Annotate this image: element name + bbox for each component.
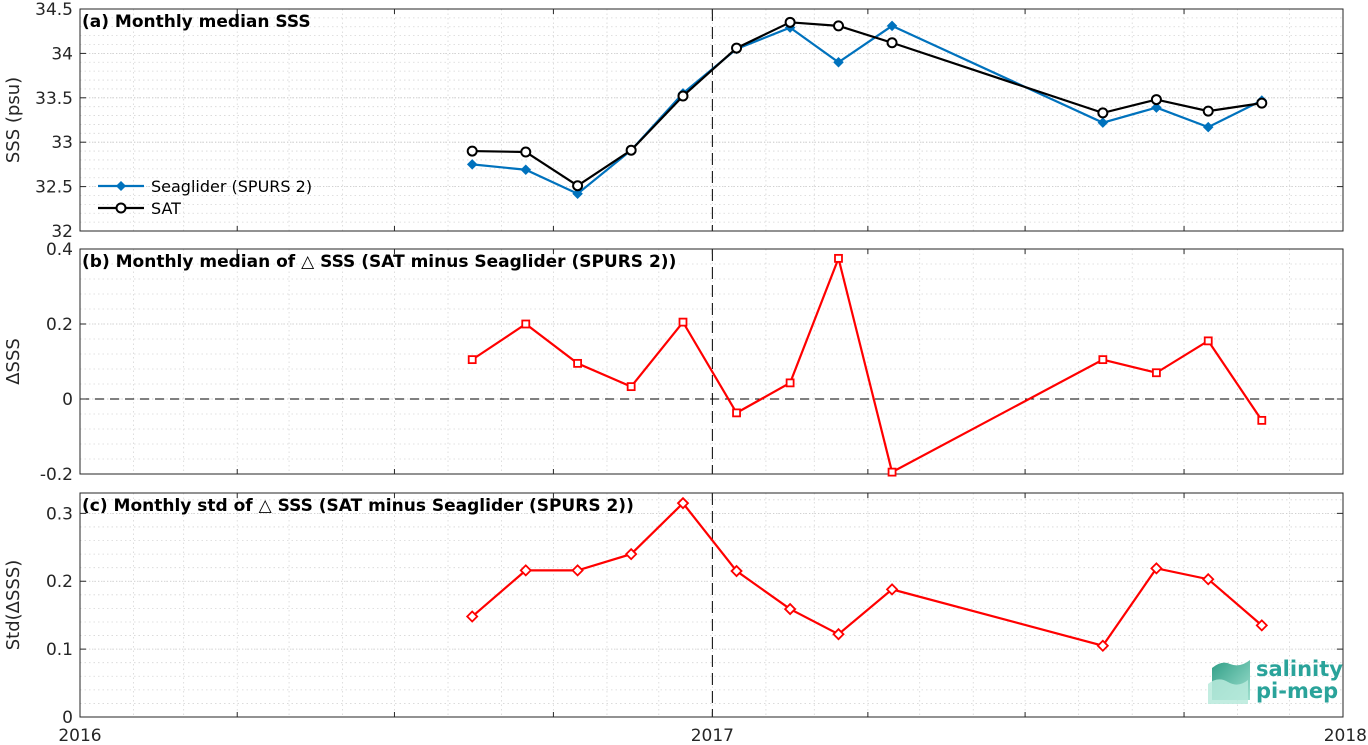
data-point	[677, 90, 689, 102]
data-point	[519, 564, 533, 577]
data-point	[676, 496, 690, 510]
ytick-label: 33.5	[35, 89, 73, 109]
ytick-label: 0.3	[46, 504, 73, 524]
data-point	[572, 188, 583, 199]
ytick-label: 0.2	[46, 315, 73, 335]
data-point	[678, 317, 688, 327]
legend-entry: SAT	[151, 199, 181, 218]
data-point	[1150, 562, 1163, 575]
data-point	[467, 355, 477, 365]
data-point	[1201, 572, 1215, 586]
ytick-label: 0	[62, 390, 73, 410]
data-point	[571, 564, 584, 577]
panel-title: (b) Monthly median of △ SSS (SAT minus S…	[82, 252, 676, 272]
data-point	[624, 547, 638, 561]
ytick-label: 34.5	[35, 0, 73, 20]
y-axis-label: Std(ΔSSS)	[3, 560, 24, 651]
ytick-label: 32	[51, 222, 73, 242]
data-point	[521, 319, 531, 329]
data-point	[1097, 107, 1109, 119]
data-point	[886, 37, 898, 49]
panel-b: -0.2 0 0.2 0.4 ΔSSS (b) Monthly median of △ S…	[3, 240, 1344, 485]
logo-wave-front-icon	[1208, 679, 1248, 704]
y-axis-label: ΔSSS	[3, 338, 24, 385]
data-point	[887, 467, 897, 477]
data-point	[1150, 94, 1162, 106]
data-point	[1151, 102, 1162, 113]
legend: Seaglider (SPURS 2) SAT	[98, 177, 312, 218]
axes-frame	[79, 248, 1344, 475]
y-axis-label: SSS (psu)	[3, 77, 24, 163]
data-point	[1256, 97, 1268, 109]
ytick-label: 33	[51, 133, 73, 153]
data-point	[1096, 639, 1110, 652]
ytick-label: 32.5	[35, 178, 73, 198]
data-point	[625, 144, 637, 156]
logo-line1: salinity	[1256, 657, 1343, 681]
axes-frame	[79, 492, 1344, 718]
data-point	[466, 159, 478, 170]
data-point	[886, 20, 898, 32]
legend-entry: Seaglider (SPURS 2)	[151, 177, 312, 196]
xtick-label: 2016	[58, 726, 101, 745]
data-point	[1202, 121, 1214, 133]
data-point	[1257, 415, 1267, 425]
salinity-pi-mep-logo: salinity pi-mep	[1208, 657, 1343, 704]
data-point	[520, 146, 532, 158]
panel-a: 32 32.5 33 33.5 34 34.5 SSS (psu) (a) Monthly m…	[3, 0, 1344, 242]
ytick-label: 34	[51, 44, 73, 64]
data-point	[784, 16, 796, 28]
data-point	[730, 564, 743, 578]
data-point	[732, 408, 741, 418]
data-point	[1202, 105, 1214, 117]
xtick-label: 2018	[1324, 726, 1367, 745]
data-point	[572, 180, 584, 192]
data-point	[1097, 117, 1109, 128]
panel-title: (a) Monthly median SSS	[82, 12, 311, 32]
data-point	[885, 583, 899, 596]
data-point	[520, 164, 532, 176]
data-point	[832, 627, 845, 641]
axes-frame	[79, 8, 1344, 232]
ytick-label: 0.1	[46, 640, 73, 660]
legend-marker	[115, 202, 127, 214]
ytick-label: 0.2	[46, 572, 73, 592]
xtick-label: 2017	[691, 726, 734, 745]
data-point	[465, 610, 479, 623]
data-point	[573, 358, 582, 368]
ytick-label: 0	[62, 708, 73, 728]
legend-marker	[115, 180, 127, 192]
plot-area	[80, 249, 1343, 474]
data-point	[1152, 368, 1161, 378]
ytick-label: 0.4	[46, 240, 73, 260]
data-point	[731, 42, 743, 54]
panel-c: 0 0.1 0.2 0.3 Std(ΔSSS) (c) Monthly std of △ …	[3, 492, 1344, 728]
data-point	[783, 602, 797, 616]
data-point	[832, 20, 844, 32]
data-point	[834, 253, 843, 263]
data-point	[1203, 336, 1213, 346]
data-point	[1098, 355, 1108, 365]
plot-area	[80, 9, 1343, 231]
data-point	[1255, 619, 1269, 632]
data-point	[785, 378, 795, 388]
data-point	[466, 145, 478, 157]
logo-line2: pi-mep	[1256, 679, 1338, 703]
data-point	[626, 382, 636, 392]
data-point	[833, 57, 844, 68]
panel-title: (c) Monthly std of △ SSS (SAT minus Seag…	[82, 496, 634, 516]
ytick-label: -0.2	[40, 465, 73, 485]
